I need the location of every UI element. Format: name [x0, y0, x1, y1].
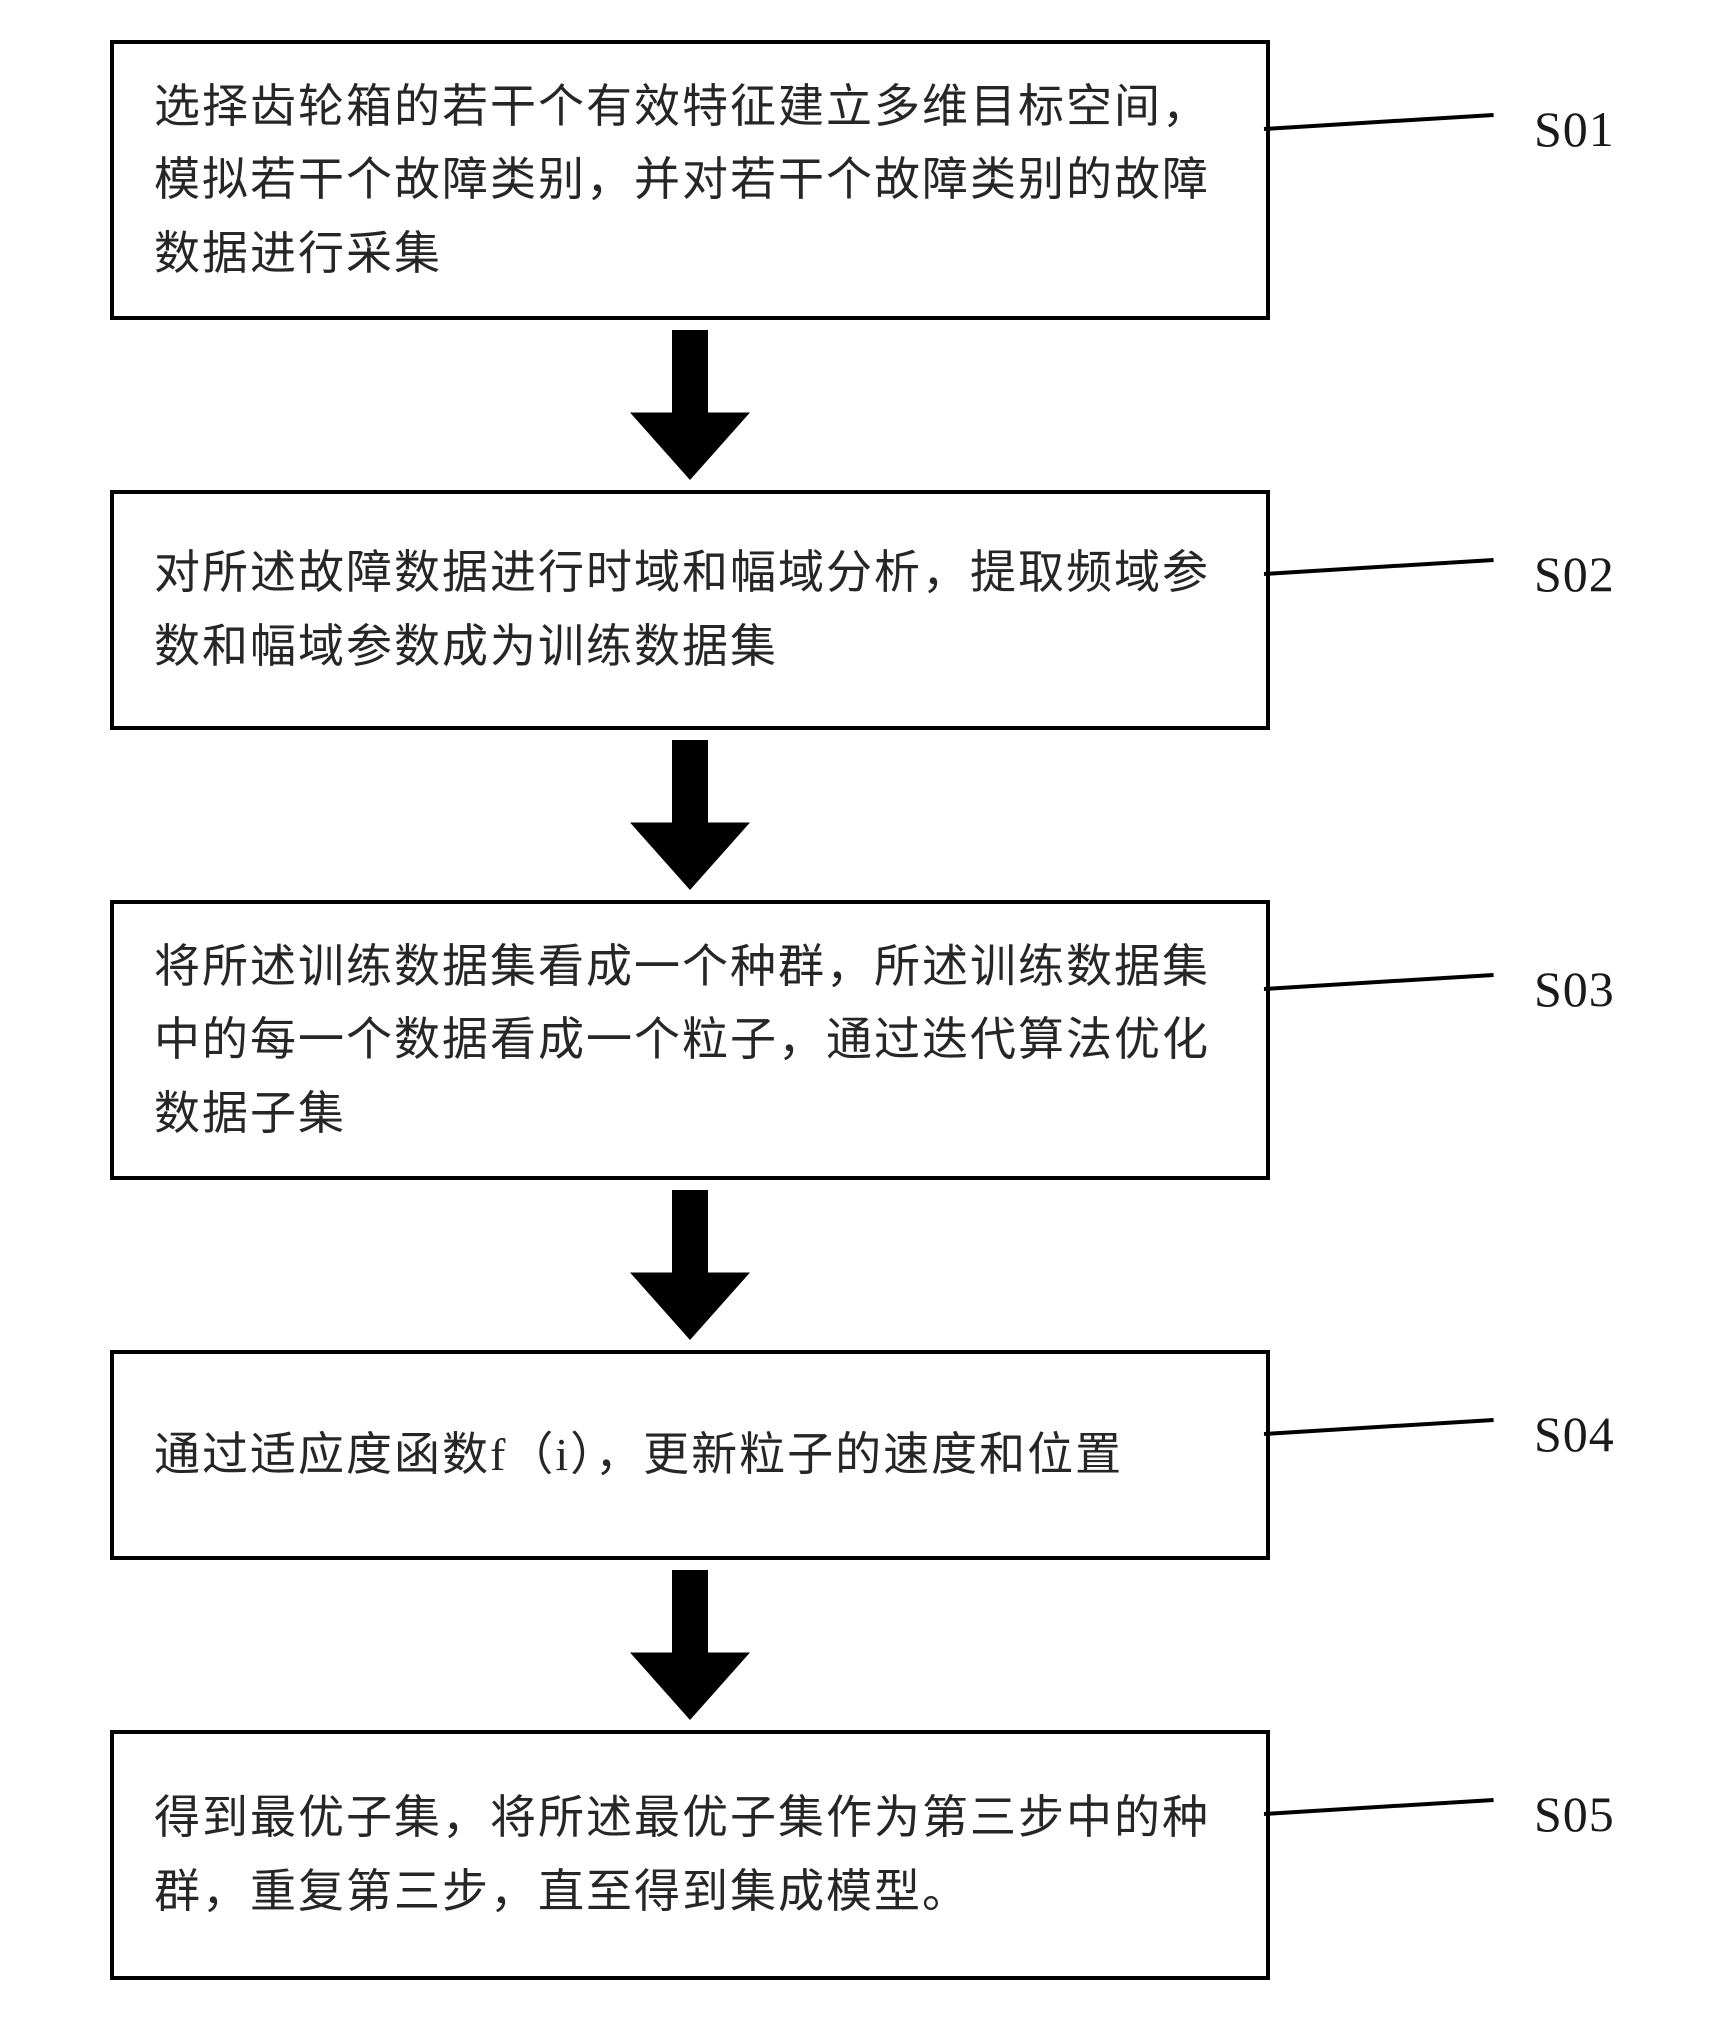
step-id-label: S03: [1534, 960, 1615, 1018]
arrow-down-icon: [630, 1570, 750, 1720]
flow-step-text: 选择齿轮箱的若干个有效特征建立多维目标空间，模拟若干个故障类别，并对若干个故障类…: [154, 70, 1226, 291]
connector-line: [1264, 113, 1494, 131]
flow-arrow: [20, 740, 1722, 890]
step-id-label: S02: [1534, 545, 1615, 603]
flow-step-box: 对所述故障数据进行时域和幅域分析，提取频域参数和幅域参数成为训练数据集: [110, 490, 1270, 730]
flow-arrow: [20, 1570, 1722, 1720]
flow-step-row: 得到最优子集，将所述最优子集作为第三步中的种群，重复第三步，直至得到集成模型。 S…: [20, 1730, 1722, 1980]
flow-step-row: 将所述训练数据集看成一个种群，所述训练数据集中的每一个数据看成一个粒子，通过迭代…: [20, 900, 1722, 1180]
arrow-down-icon: [630, 330, 750, 480]
connector-line: [1264, 1418, 1494, 1436]
step-label-wrap: S04: [1270, 1405, 1615, 1463]
flow-step-text: 对所述故障数据进行时域和幅域分析，提取频域参数和幅域参数成为训练数据集: [154, 536, 1226, 683]
connector-line: [1264, 973, 1494, 991]
flow-step-text: 得到最优子集，将所述最优子集作为第三步中的种群，重复第三步，直至得到集成模型。: [154, 1781, 1226, 1928]
arrow-down-icon: [630, 740, 750, 890]
flow-step-row: 通过适应度函数f（i），更新粒子的速度和位置 S04: [20, 1350, 1722, 1560]
step-id-label: S04: [1534, 1405, 1615, 1463]
step-id-label: S05: [1534, 1785, 1615, 1843]
step-id-label: S01: [1534, 100, 1615, 158]
step-label-wrap: S05: [1270, 1785, 1615, 1843]
step-label-wrap: S02: [1270, 545, 1615, 603]
flow-step-text: 将所述训练数据集看成一个种群，所述训练数据集中的每一个数据看成一个粒子，通过迭代…: [154, 930, 1226, 1151]
flow-step-row: 对所述故障数据进行时域和幅域分析，提取频域参数和幅域参数成为训练数据集 S02: [20, 490, 1722, 730]
flow-step-box: 通过适应度函数f（i），更新粒子的速度和位置: [110, 1350, 1270, 1560]
flow-arrow: [20, 330, 1722, 480]
flow-step-box: 将所述训练数据集看成一个种群，所述训练数据集中的每一个数据看成一个粒子，通过迭代…: [110, 900, 1270, 1180]
flow-step-box: 得到最优子集，将所述最优子集作为第三步中的种群，重复第三步，直至得到集成模型。: [110, 1730, 1270, 1980]
step-label-wrap: S03: [1270, 960, 1615, 1018]
flow-arrow: [20, 1190, 1722, 1340]
flow-step-text: 通过适应度函数f（i），更新粒子的速度和位置: [154, 1418, 1226, 1492]
connector-line: [1264, 558, 1494, 576]
flow-step-row: 选择齿轮箱的若干个有效特征建立多维目标空间，模拟若干个故障类别，并对若干个故障类…: [20, 40, 1722, 320]
arrow-down-icon: [630, 1190, 750, 1340]
connector-line: [1264, 1798, 1494, 1816]
step-label-wrap: S01: [1270, 100, 1615, 158]
flow-step-box: 选择齿轮箱的若干个有效特征建立多维目标空间，模拟若干个故障类别，并对若干个故障类…: [110, 40, 1270, 320]
